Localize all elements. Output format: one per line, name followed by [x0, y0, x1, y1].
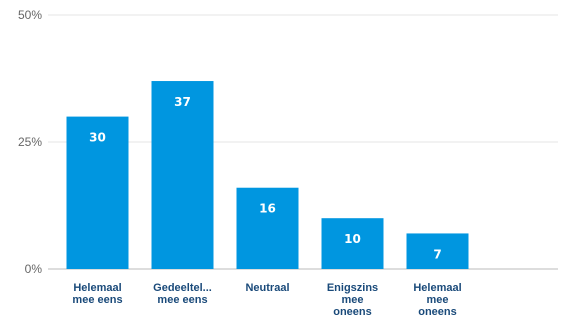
x-tick-label-line: mee eens — [72, 294, 122, 306]
bar-value-label: 37 — [174, 95, 191, 109]
y-tick-label: 0% — [25, 262, 43, 276]
x-tick-label: Helemaal mee eens — [72, 282, 122, 306]
x-tick-label-line: oneens — [418, 306, 457, 318]
y-tick-label: 25% — [18, 135, 42, 149]
gridlines — [48, 14, 558, 270]
bar-value-label: 16 — [259, 202, 276, 216]
x-tick-label-line: Helemaal — [73, 282, 121, 294]
x-tick-label-line: mee — [341, 294, 363, 306]
y-tick-label: 50% — [18, 8, 42, 22]
y-axis: 0% 25% 50% — [18, 8, 42, 276]
bar — [151, 81, 214, 269]
x-tick-label-line: oneens — [333, 306, 372, 318]
bars: 30 37 16 10 7 — [66, 81, 469, 269]
bar — [321, 218, 384, 269]
x-tick-label: Enigszins mee oneens — [327, 282, 378, 318]
bar — [406, 233, 469, 269]
x-tick-label-line: mee eens — [157, 294, 207, 306]
x-tick-label-line: Neutraal — [245, 282, 289, 294]
x-tick-label-line: mee — [426, 294, 448, 306]
bar-value-label: 10 — [344, 232, 361, 246]
x-tick-label-line: Enigszins — [327, 282, 378, 294]
bar-value-label: 30 — [89, 131, 106, 145]
bar-value-label: 7 — [433, 247, 441, 261]
x-tick-label-line: Gedeeltel... — [153, 282, 212, 294]
bar — [66, 116, 129, 269]
x-tick-label: Neutraal — [245, 282, 289, 294]
x-tick-label-line: Helemaal — [413, 282, 461, 294]
x-tick-label: Gedeeltel... mee eens — [153, 282, 212, 306]
bar — [236, 187, 299, 269]
x-tick-label: Helemaal mee oneens — [413, 282, 461, 318]
